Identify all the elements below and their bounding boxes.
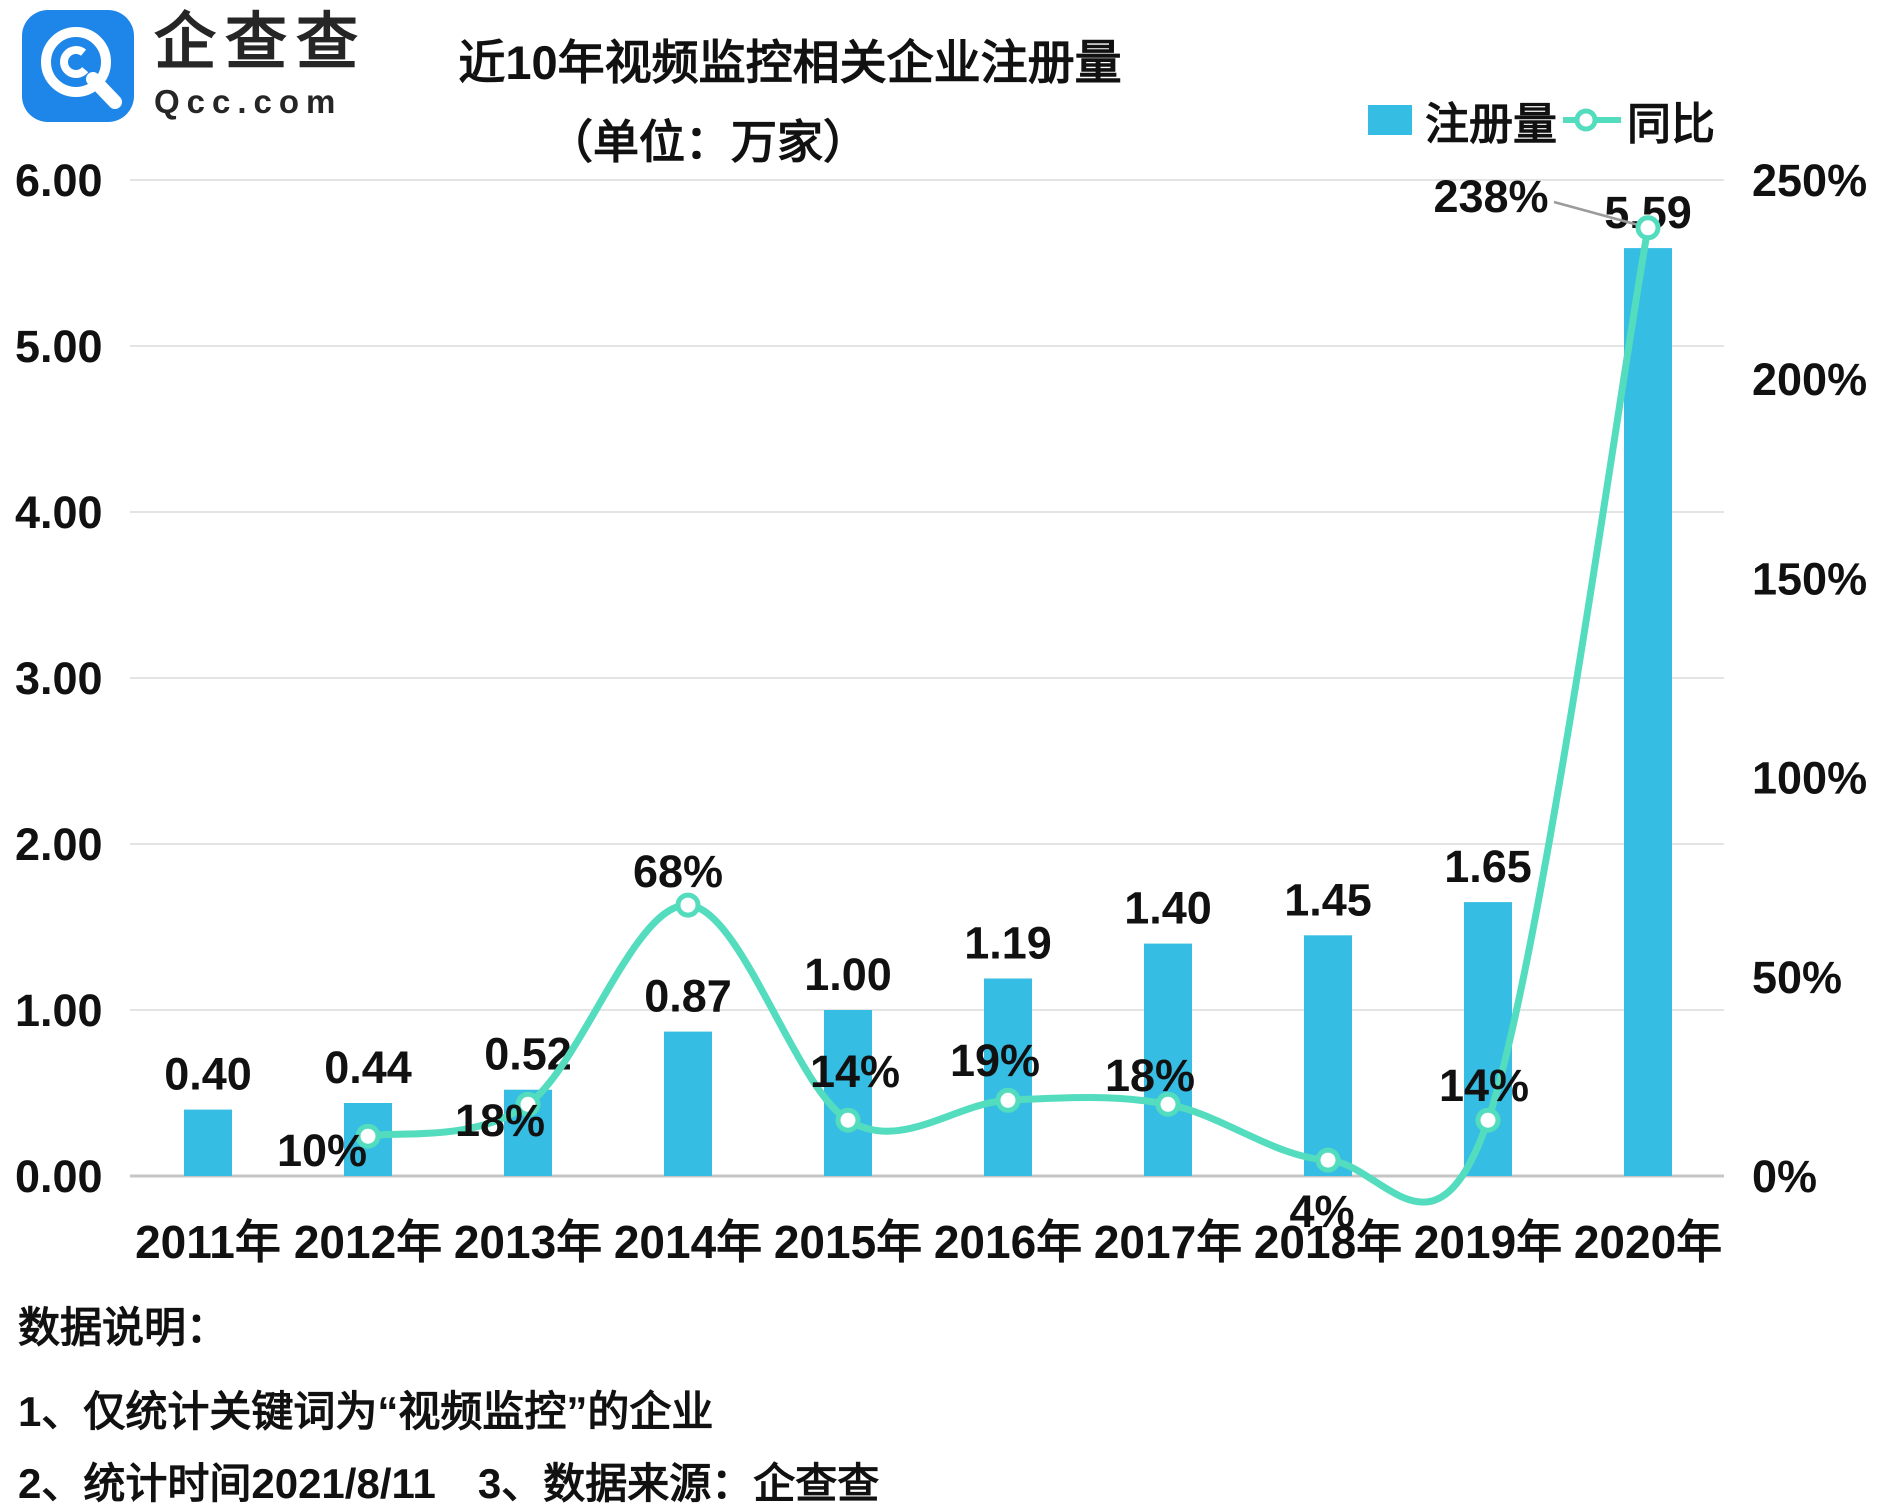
yoy-label-2014年: 68% bbox=[633, 846, 723, 897]
yoy-point-2020年 bbox=[1635, 215, 1661, 241]
right-axis-tick-200%: 200% bbox=[1752, 354, 1867, 405]
line-legend-label: 同比 bbox=[1627, 100, 1715, 149]
yoy-label-2012年: 10% bbox=[277, 1125, 367, 1176]
left-axis-tick-1.00: 1.00 bbox=[15, 985, 103, 1036]
right-axis-tick-150%: 150% bbox=[1752, 553, 1867, 604]
bar-2015年 bbox=[824, 1010, 872, 1176]
yoy-point-2014年 bbox=[675, 892, 701, 918]
yoy-point-2017年 bbox=[1155, 1091, 1181, 1117]
x-label-2020年: 2020年 bbox=[1574, 1216, 1722, 1268]
chart-subtitle: （单位：万家） bbox=[547, 116, 869, 168]
annotation-leader-2020年 bbox=[1553, 200, 1643, 228]
bar-label-2018年: 1.45 bbox=[1284, 874, 1372, 925]
x-label-2017年: 2017年 bbox=[1094, 1216, 1242, 1268]
left-axis-tick-0.00: 0.00 bbox=[15, 1151, 103, 1202]
yoy-point-2012年 bbox=[355, 1123, 381, 1149]
yoy-label-2018年: 4% bbox=[1289, 1186, 1354, 1237]
brand-name: 企查查 bbox=[154, 8, 368, 77]
title-block: 近10年视频监控相关企业注册量 （单位：万家） bbox=[340, 24, 1240, 172]
yoy-label-2013年: 18% bbox=[455, 1095, 545, 1146]
left-axis-tick-4.00: 4.00 bbox=[15, 487, 103, 538]
right-axis-tick-250%: 250% bbox=[1752, 155, 1867, 206]
bar-2016年 bbox=[984, 978, 1032, 1176]
yoy-label-2020年: 238% bbox=[1433, 171, 1548, 222]
logo-text: 企查查 Qcc.com bbox=[154, 10, 367, 121]
left-axis-tick-3.00: 3.00 bbox=[15, 653, 103, 704]
yoy-point-2013年 bbox=[515, 1091, 541, 1117]
x-label-2012年: 2012年 bbox=[294, 1216, 442, 1268]
bar-2020年 bbox=[1624, 248, 1672, 1177]
bar-2019年 bbox=[1464, 902, 1512, 1176]
bar-label-2015年: 1.00 bbox=[804, 949, 892, 1000]
yoy-label-2016年: 19% bbox=[950, 1035, 1040, 1086]
footer-heading: 数据说明： bbox=[18, 1304, 229, 1351]
combo-chart: 6.00 5.00 4.00 3.00 2.00 1.00 0.00 250% 200% 150%… bbox=[15, 155, 1867, 1268]
bar-legend-label: 注册量 bbox=[1425, 100, 1557, 149]
right-axis-tick-0%: 0% bbox=[1752, 1151, 1817, 1202]
x-label-2011年: 2011年 bbox=[135, 1216, 281, 1268]
yoy-point-2018年 bbox=[1315, 1147, 1341, 1173]
yoy-point-2016年 bbox=[995, 1087, 1021, 1113]
footer-note-2: 2、统计时间2021/8/11 3、数据来源：企查查 bbox=[18, 1460, 880, 1507]
bar-2017年 bbox=[1144, 943, 1192, 1176]
bar-2014年 bbox=[664, 1031, 712, 1176]
yoy-label-2019年: 14% bbox=[1439, 1060, 1529, 1111]
x-label-2015年: 2015年 bbox=[774, 1216, 922, 1268]
x-label-2013年: 2013年 bbox=[454, 1216, 602, 1268]
x-label-2014年: 2014年 bbox=[614, 1216, 762, 1268]
bar-label-2014年: 0.87 bbox=[644, 971, 732, 1022]
x-label-2016年: 2016年 bbox=[934, 1216, 1082, 1268]
bar-2011年 bbox=[184, 1109, 232, 1176]
line-legend-marker-icon bbox=[1563, 108, 1621, 132]
bar-label-2012年: 0.44 bbox=[324, 1042, 412, 1093]
yoy-line bbox=[364, 224, 1652, 1206]
yoy-point-2015年 bbox=[835, 1107, 861, 1133]
yoy-label-2015年: 14% bbox=[810, 1046, 900, 1097]
legend: 注册量 同比 bbox=[1368, 88, 1715, 152]
qcc-logo: 企查查 Qcc.com bbox=[22, 10, 367, 122]
bar-2018年 bbox=[1304, 935, 1352, 1176]
yoy-label-2017年: 18% bbox=[1105, 1050, 1195, 1101]
bar-label-2011年: 0.40 bbox=[164, 1049, 252, 1100]
bar-label-2019年: 1.65 bbox=[1444, 841, 1532, 892]
x-label-2018年: 2018年 bbox=[1254, 1216, 1402, 1268]
bar-legend-swatch bbox=[1368, 105, 1412, 135]
chart-title: 近10年视频监控相关企业注册量 bbox=[458, 36, 1122, 89]
footer-note-1: 1、仅统计关键词为“视频监控”的企业 bbox=[18, 1388, 714, 1435]
right-axis-tick-100%: 100% bbox=[1752, 753, 1867, 804]
right-axis-tick-50%: 50% bbox=[1752, 952, 1842, 1003]
left-axis-tick-5.00: 5.00 bbox=[15, 321, 103, 372]
left-axis-tick-6.00: 6.00 bbox=[15, 155, 103, 206]
left-axis-tick-2.00: 2.00 bbox=[15, 819, 103, 870]
bar-label-2016年: 1.19 bbox=[964, 918, 1052, 969]
qcc-logo-icon bbox=[22, 10, 134, 122]
bar-label-2017年: 1.40 bbox=[1124, 883, 1212, 934]
brand-domain: Qcc.com bbox=[154, 83, 343, 121]
yoy-point-2019年 bbox=[1475, 1107, 1501, 1133]
x-label-2019年: 2019年 bbox=[1414, 1216, 1562, 1268]
